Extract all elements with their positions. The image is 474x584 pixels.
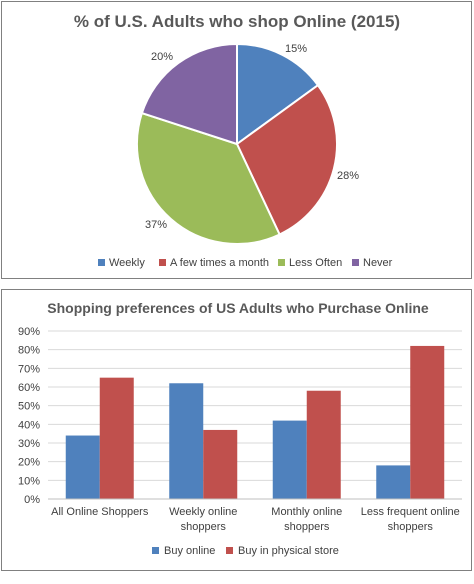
x-category-label-0: All Online Shoppers [51, 506, 149, 518]
legend-swatch-never [352, 259, 359, 266]
legend-swatch-buy-online [152, 547, 159, 554]
bar-x-axis: All Online Shoppers Weekly online shoppers… [48, 498, 462, 533]
y-tick-20: 20% [18, 457, 40, 469]
legend-less-often-label: Less Often [289, 257, 342, 269]
pie-slices [136, 42, 338, 245]
bar-buy-in-physical-store-2 [306, 390, 341, 499]
y-tick-80: 80% [18, 345, 40, 357]
x-category-label-0-line-0: All Online Shoppers [51, 506, 149, 518]
x-category-label-3-line-0: Less frequent online [361, 506, 460, 518]
bar-chart: Shopping preferences of US Adults who Pu… [18, 300, 462, 557]
pie-label-weekly: 15% [285, 43, 307, 55]
y-tick-50: 50% [18, 401, 40, 413]
x-category-label-2: Monthly online shoppers [271, 506, 342, 533]
x-category-label-3: Less frequent online shoppers [361, 506, 460, 533]
bar-buy-online-0 [65, 435, 100, 499]
y-tick-60: 60% [18, 382, 40, 394]
bar-buy-online-1 [169, 383, 204, 499]
bar-legend: Buy online Buy in physical store [152, 545, 339, 557]
x-category-label-1-line-1: shoppers [181, 521, 227, 533]
legend-few-times-month-label: A few times a month [170, 257, 269, 269]
x-category-label-1: Weekly online shoppers [169, 506, 237, 533]
x-category-label-2-line-1: shoppers [284, 521, 330, 533]
bar-buy-in-physical-store-0 [99, 377, 134, 499]
legend-buy-in-physical-store-label: Buy in physical store [238, 545, 339, 557]
pie-slice-never [140, 42, 238, 146]
y-tick-90: 90% [18, 326, 40, 338]
legend-swatch-weekly [98, 259, 105, 266]
x-category-label-1-line-0: Weekly online [169, 506, 237, 518]
pie-legend: Weekly A few times a month Less Often Ne… [98, 257, 393, 269]
legend-swatch-few-times-month [159, 259, 166, 266]
bar-buy-in-physical-store-3 [410, 345, 445, 499]
y-tick-0: 0% [24, 494, 40, 506]
bar-bars [65, 345, 445, 499]
y-tick-30: 30% [18, 438, 40, 450]
bar-chart-title: Shopping preferences of US Adults who Pu… [47, 300, 429, 316]
pie-slice-weekly [236, 42, 320, 146]
legend-never-label: Never [363, 257, 393, 269]
legend-swatch-buy-in-physical-store [226, 547, 233, 554]
bar-buy-online-3 [376, 465, 411, 499]
pie-chart-panel: % of U.S. Adults who shop Online (2015) … [1, 1, 472, 279]
x-category-label-3-line-1: shoppers [388, 521, 434, 533]
pie-label-less-often: 37% [145, 219, 167, 231]
pie-chart-title: % of U.S. Adults who shop Online (2015) [74, 12, 400, 31]
bar-y-axis: 0% 10% 20% 30% 40% 50% 60% 70% 80% 90% [18, 326, 40, 506]
legend-swatch-less-often [278, 259, 285, 266]
legend-buy-online-label: Buy online [164, 545, 215, 557]
bar-buy-in-physical-store-1 [203, 429, 238, 499]
bar-chart-panel: Shopping preferences of US Adults who Pu… [1, 289, 472, 571]
x-category-label-2-line-0: Monthly online [271, 506, 342, 518]
pie-slice-a-few-times-a-month [235, 83, 338, 236]
legend-weekly-label: Weekly [109, 257, 145, 269]
pie-label-never: 20% [151, 51, 173, 63]
bar-buy-online-2 [272, 420, 307, 499]
y-tick-10: 10% [18, 475, 40, 487]
pie-label-few-times-month: 28% [337, 170, 359, 182]
y-tick-40: 40% [18, 419, 40, 431]
pie-chart: % of U.S. Adults who shop Online (2015) … [74, 12, 400, 269]
y-tick-70: 70% [18, 363, 40, 375]
pie-slice-less-often [136, 111, 281, 245]
